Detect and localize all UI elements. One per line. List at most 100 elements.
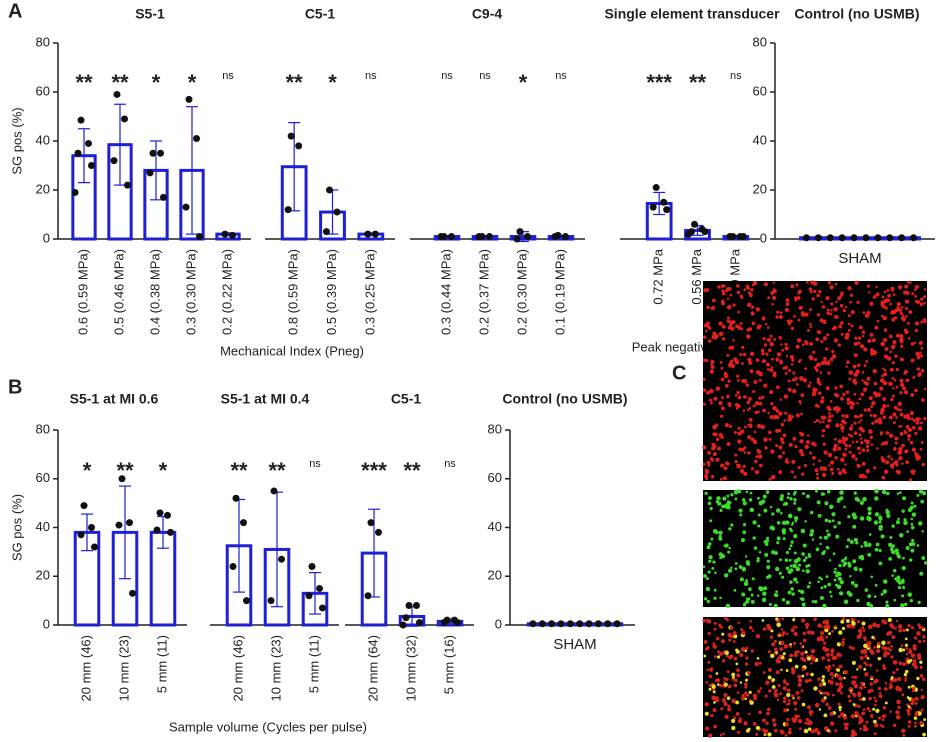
cell <box>769 505 773 509</box>
data-point <box>850 234 858 242</box>
cell <box>775 357 780 362</box>
cell <box>830 302 834 306</box>
cell <box>894 627 897 630</box>
cell <box>875 285 878 289</box>
cell <box>728 527 732 531</box>
cell <box>820 415 825 420</box>
cell <box>885 604 890 608</box>
cell <box>792 388 797 394</box>
cell <box>830 648 835 653</box>
cell <box>711 298 716 303</box>
cell <box>805 672 809 676</box>
cell <box>859 697 863 701</box>
cell <box>880 302 885 307</box>
cell <box>822 442 826 446</box>
cell <box>836 467 840 471</box>
cell <box>733 656 738 661</box>
cell <box>845 332 850 338</box>
cell <box>707 339 712 343</box>
cell <box>829 285 834 290</box>
x-tick-label: 0.8 (0.59 MPa) <box>286 249 301 335</box>
cell <box>780 511 783 515</box>
cell <box>721 299 725 303</box>
cell <box>703 597 708 601</box>
cell <box>870 405 874 409</box>
data-point <box>402 614 410 622</box>
cell <box>919 447 923 451</box>
cell <box>852 524 857 529</box>
cell <box>907 720 912 724</box>
cell <box>767 675 772 680</box>
cell <box>708 674 713 679</box>
cell <box>910 538 915 543</box>
cell <box>858 325 863 330</box>
cell <box>777 684 781 688</box>
cell <box>923 288 927 291</box>
cell <box>843 561 848 566</box>
cell <box>758 378 762 382</box>
cell <box>787 569 792 575</box>
cell <box>832 552 836 556</box>
cell <box>854 711 859 716</box>
cell <box>905 652 909 656</box>
cell <box>820 340 824 344</box>
cell <box>809 341 814 346</box>
cell <box>737 621 741 624</box>
cell <box>875 669 879 672</box>
cell <box>787 387 792 392</box>
cell <box>854 336 858 340</box>
cell <box>883 372 888 377</box>
cell <box>801 702 806 707</box>
cell <box>782 366 786 370</box>
cell <box>773 414 778 420</box>
cell <box>892 660 898 665</box>
cell <box>869 301 874 306</box>
data-point <box>284 206 292 214</box>
cell <box>710 359 715 365</box>
cell <box>908 427 912 432</box>
cell <box>867 594 872 599</box>
cell <box>895 619 899 623</box>
cell <box>721 406 725 411</box>
cell <box>747 287 751 290</box>
data-point <box>193 135 200 143</box>
cell <box>742 464 746 468</box>
cell <box>885 460 890 465</box>
cell <box>887 293 891 298</box>
cell <box>721 632 725 636</box>
cell <box>703 473 709 479</box>
x-tick-label: 0.2 (0.37 MPa) <box>476 249 491 335</box>
cell <box>909 598 914 603</box>
cell <box>768 437 772 441</box>
data-point <box>524 233 531 241</box>
cell <box>729 359 734 364</box>
cell <box>782 700 787 704</box>
cell <box>814 468 819 473</box>
cell <box>773 603 778 608</box>
cell <box>702 445 707 450</box>
cell <box>897 303 901 307</box>
cell <box>843 599 849 605</box>
cell <box>891 524 895 528</box>
cell <box>745 383 750 387</box>
data-point <box>71 188 79 196</box>
cell <box>713 396 718 401</box>
cell <box>748 291 752 295</box>
cell <box>922 639 926 643</box>
cell <box>706 599 710 604</box>
cell <box>792 719 797 723</box>
cell <box>907 685 911 689</box>
cell <box>773 639 777 643</box>
cell <box>886 646 890 650</box>
cell <box>891 377 895 380</box>
cell <box>742 603 747 607</box>
cell <box>798 376 804 381</box>
cell <box>904 637 908 641</box>
cell <box>810 630 815 635</box>
cell <box>881 718 885 722</box>
cell <box>713 596 717 600</box>
x-tick-label: 20 mm (64) <box>365 635 380 701</box>
x-tick-label: 5 mm (16) <box>441 635 456 694</box>
cell <box>899 337 904 343</box>
cell <box>769 341 774 347</box>
